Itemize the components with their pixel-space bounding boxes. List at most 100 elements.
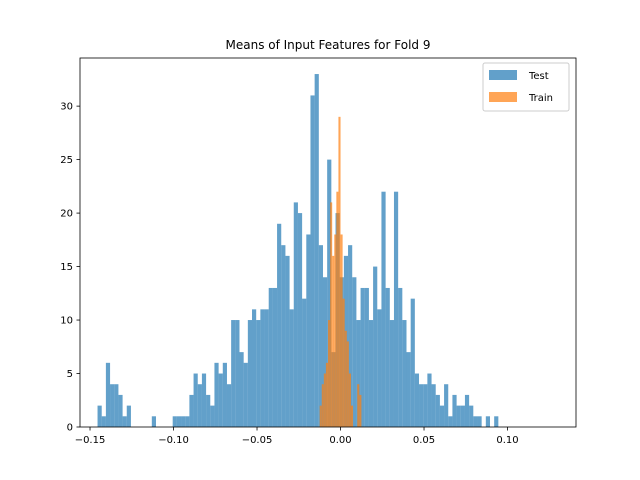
bar-train-7 (334, 234, 337, 427)
legend-label-test: Test (528, 71, 549, 82)
y-tick-label: 10 (60, 316, 73, 327)
bar-train-15 (350, 405, 354, 427)
bar-test-71 (393, 191, 399, 427)
bar-test-74 (406, 352, 411, 427)
bar-test-46 (289, 309, 294, 427)
bar-test-3 (110, 384, 115, 427)
bar-test-34 (239, 352, 244, 427)
x-tick-label: −0.10 (158, 435, 189, 446)
bar-test-91 (477, 416, 482, 427)
bar-test-81 (435, 394, 440, 427)
bar-test-4 (114, 384, 119, 427)
bar-test-69 (385, 287, 390, 427)
bar-test-52 (314, 74, 319, 427)
plot-frame (79, 57, 577, 428)
bar-test-7 (126, 405, 131, 427)
bar-test-50 (306, 234, 311, 427)
bar-test-32 (231, 320, 236, 427)
chart-title: Means of Input Features for Fold 9 (226, 38, 431, 52)
bar-test-25 (201, 373, 207, 427)
x-tick-label: −0.15 (75, 435, 106, 446)
y-tick-label: 15 (60, 262, 73, 273)
test-series-bars (97, 74, 499, 428)
bar-test-80 (431, 384, 436, 427)
bar-test-44 (281, 245, 286, 427)
bar-test-2 (105, 362, 111, 427)
bar-test-38 (256, 320, 261, 427)
bar-train-2 (323, 373, 326, 427)
bar-test-65 (368, 320, 374, 427)
bar-test-31 (226, 384, 232, 427)
bar-test-37 (252, 309, 257, 427)
x-tick-label: 0.00 (329, 435, 351, 446)
bar-test-70 (389, 320, 394, 427)
bar-test-79 (427, 373, 432, 427)
bar-test-28 (214, 362, 219, 427)
bar-test-77 (419, 384, 424, 427)
y-tick-label: 0 (67, 423, 73, 434)
bar-test-33 (235, 320, 240, 427)
bar-test-68 (381, 191, 386, 427)
x-tick-label: −0.05 (242, 435, 273, 446)
bar-test-49 (302, 298, 307, 427)
legend: Test Train (482, 62, 570, 112)
y-tick-label: 20 (60, 209, 73, 220)
bar-test-60 (348, 245, 353, 427)
bar-test-22 (189, 394, 194, 427)
bar-test-86 (456, 405, 461, 427)
x-tick-label: 0.10 (496, 435, 518, 446)
bar-test-0 (97, 405, 102, 427)
bar-test-63 (360, 287, 365, 427)
bar-test-61 (352, 277, 357, 427)
bar-train-18 (357, 384, 360, 427)
bar-train-0 (319, 405, 322, 427)
bar-test-75 (410, 298, 415, 427)
bar-test-87 (460, 405, 465, 427)
bar-test-1 (101, 416, 106, 427)
bar-test-66 (373, 266, 378, 427)
bar-test-27 (210, 405, 215, 427)
bar-test-19 (176, 416, 182, 427)
bar-train-12 (344, 330, 347, 427)
axes: −0.15 −0.10 −0.05 0.00 0.05 0.10 0 5 10 15 20 25 30 (60, 57, 577, 446)
bar-test-55 (327, 159, 332, 428)
bar-test-82 (439, 405, 445, 427)
bar-test-84 (448, 416, 453, 427)
bar-test-72 (398, 287, 403, 427)
legend-swatch-test (489, 70, 517, 80)
bar-train-1 (321, 384, 324, 427)
bar-test-85 (452, 394, 457, 427)
bar-test-41 (268, 287, 273, 427)
bar-test-53 (318, 245, 323, 427)
legend-swatch-train (489, 92, 517, 102)
bar-test-83 (444, 384, 449, 427)
bar-test-67 (377, 309, 382, 427)
train-series-bars (319, 116, 362, 427)
bar-test-13 (151, 416, 156, 427)
bar-test-26 (206, 394, 211, 427)
bar-train-5 (330, 202, 333, 427)
bar-train-10 (340, 234, 343, 427)
bar-test-5 (118, 394, 123, 427)
bar-test-36 (247, 320, 253, 427)
bar-test-93 (485, 416, 490, 427)
bar-train-6 (332, 255, 335, 427)
bar-test-6 (122, 416, 127, 427)
bar-test-48 (297, 213, 303, 427)
bar-test-47 (293, 202, 298, 427)
bar-test-40 (264, 309, 269, 427)
bar-test-24 (197, 384, 202, 427)
bar-test-54 (322, 277, 328, 427)
bar-train-13 (346, 341, 349, 427)
bar-test-29 (218, 373, 223, 427)
bar-test-39 (260, 309, 265, 427)
bar-test-35 (243, 362, 248, 427)
bar-test-95 (494, 416, 499, 427)
bar-test-73 (402, 320, 407, 427)
bar-test-64 (364, 287, 369, 427)
bar-train-11 (342, 298, 345, 427)
bar-test-76 (414, 373, 420, 427)
bar-train-9 (338, 116, 341, 427)
bar-train-3 (325, 362, 328, 427)
